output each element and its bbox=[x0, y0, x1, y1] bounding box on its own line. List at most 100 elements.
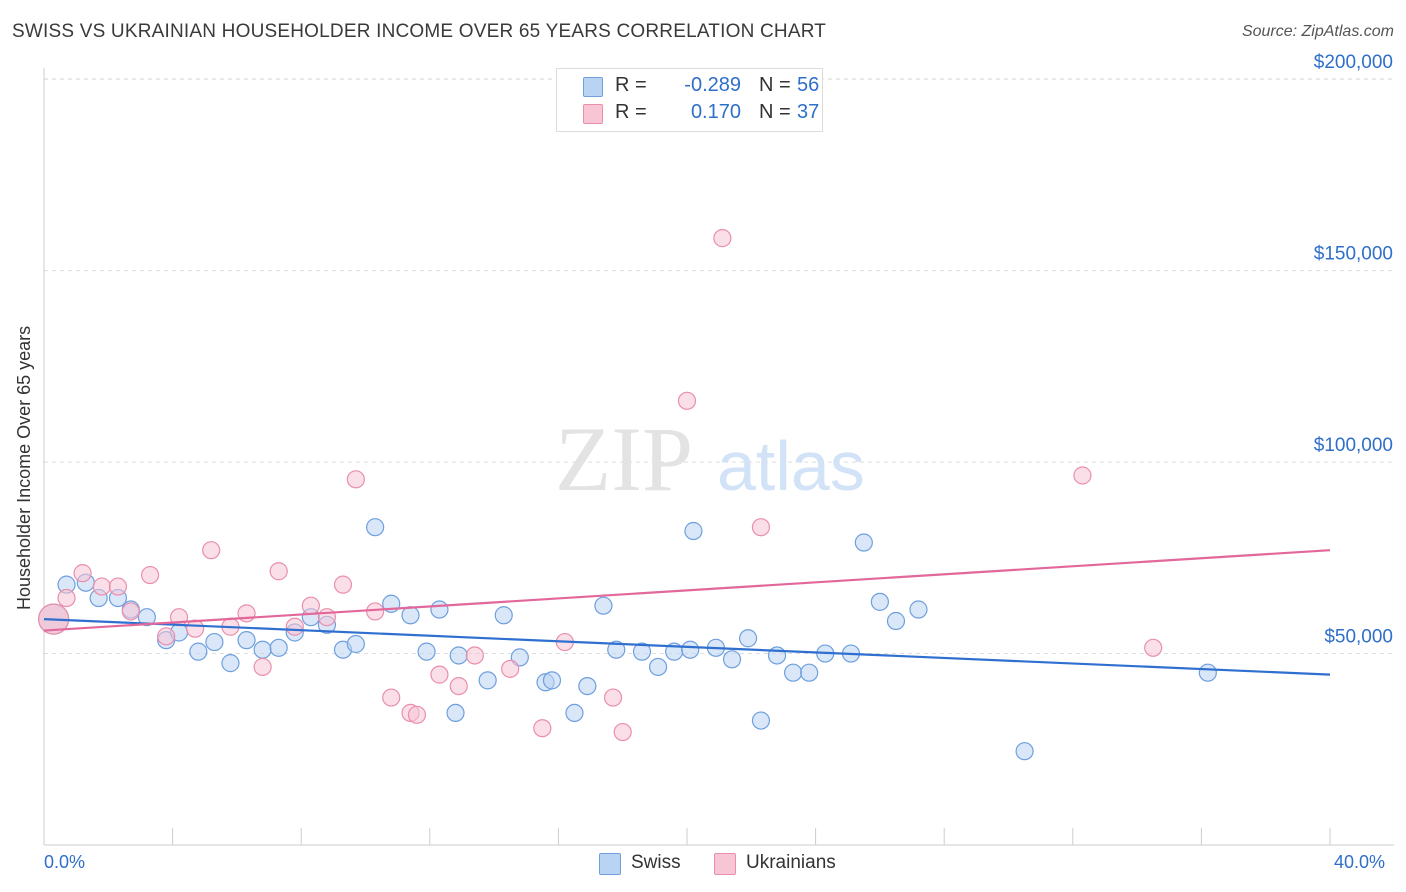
data-point bbox=[594, 596, 613, 615]
data-point bbox=[533, 719, 552, 738]
data-point bbox=[205, 632, 224, 652]
data-point bbox=[430, 665, 449, 684]
r-label: R = bbox=[615, 101, 647, 123]
data-point bbox=[909, 600, 928, 619]
data-point bbox=[1198, 663, 1217, 682]
data-point bbox=[346, 470, 365, 489]
data-point bbox=[449, 676, 468, 696]
x-axis bbox=[43, 68, 1394, 846]
data-point bbox=[542, 671, 562, 690]
data-point bbox=[1144, 638, 1163, 657]
chart-title: SWISS VS UKRAINIAN HOUSEHOLDER INCOME OV… bbox=[12, 21, 827, 42]
data-point bbox=[417, 642, 436, 661]
data-point bbox=[677, 391, 697, 410]
n-label: N = bbox=[759, 74, 791, 96]
data-point bbox=[648, 657, 668, 677]
r-label: R = bbox=[615, 74, 647, 96]
swiss-swatch bbox=[599, 853, 621, 875]
watermark: ZIP atlas bbox=[555, 408, 865, 510]
x-tick-label-min: 0.0% bbox=[44, 852, 86, 872]
data-point bbox=[407, 705, 427, 724]
data-point bbox=[108, 577, 128, 596]
series-swiss bbox=[38, 518, 1217, 761]
data-point bbox=[722, 650, 742, 669]
data-point bbox=[449, 646, 468, 665]
data-point bbox=[285, 617, 304, 636]
data-point bbox=[613, 722, 632, 742]
data-point bbox=[269, 638, 288, 657]
data-point bbox=[713, 229, 732, 248]
data-point bbox=[681, 640, 700, 659]
y-axis-label: Householder Income Over 65 years bbox=[14, 325, 34, 610]
watermark-zip: ZIP bbox=[555, 408, 693, 510]
data-point bbox=[301, 596, 320, 615]
data-point bbox=[186, 619, 205, 638]
data-point bbox=[253, 657, 272, 677]
x-tick-label-max: 40.0% bbox=[1334, 852, 1386, 872]
n-label: N = bbox=[759, 101, 791, 123]
data-point bbox=[783, 663, 803, 682]
y-tick-label: $100,000 bbox=[1314, 435, 1393, 456]
data-point bbox=[603, 688, 623, 707]
data-point bbox=[401, 606, 420, 625]
data-point bbox=[157, 627, 176, 646]
legend-label: Swiss bbox=[631, 852, 681, 873]
data-point bbox=[253, 640, 272, 659]
correlation-legend: R = -0.289 N = 56 R = 0.170 N = 37 bbox=[556, 68, 823, 132]
data-point bbox=[202, 541, 221, 560]
data-point bbox=[382, 688, 401, 707]
data-point bbox=[92, 577, 111, 596]
watermark-atlas: atlas bbox=[717, 427, 865, 505]
data-point bbox=[478, 671, 497, 690]
data-point bbox=[494, 606, 513, 625]
data-point bbox=[854, 533, 873, 552]
data-point bbox=[73, 564, 92, 583]
data-point bbox=[317, 608, 337, 627]
data-point bbox=[1073, 466, 1092, 485]
data-point bbox=[1015, 742, 1034, 761]
data-point bbox=[565, 703, 584, 722]
data-point bbox=[121, 602, 140, 621]
r-value: 0.170 bbox=[690, 101, 741, 123]
data-point bbox=[870, 592, 890, 611]
data-point bbox=[221, 654, 240, 673]
data-point bbox=[607, 640, 626, 659]
data-point bbox=[446, 703, 465, 722]
n-value: 37 bbox=[797, 101, 820, 123]
trend-lines bbox=[43, 549, 1331, 676]
source-label: Source: ZipAtlas.com bbox=[1241, 23, 1394, 40]
ukrainians-swatch bbox=[583, 104, 603, 124]
data-point bbox=[333, 575, 353, 594]
r-value: -0.289 bbox=[684, 74, 741, 96]
data-point bbox=[366, 602, 385, 621]
n-value: 56 bbox=[797, 74, 820, 96]
data-point bbox=[578, 676, 597, 696]
y-tick-label: $50,000 bbox=[1324, 627, 1393, 648]
data-point bbox=[684, 521, 703, 541]
data-point bbox=[237, 631, 256, 650]
y-tick-label: $150,000 bbox=[1314, 244, 1393, 265]
data-point bbox=[751, 711, 771, 730]
legend-label: Ukrainians bbox=[746, 852, 836, 873]
data-point bbox=[501, 659, 520, 678]
data-point bbox=[366, 518, 385, 537]
data-point bbox=[800, 663, 819, 682]
data-point bbox=[269, 562, 288, 581]
data-point bbox=[189, 642, 208, 661]
data-point bbox=[57, 588, 76, 608]
data-point bbox=[140, 565, 160, 585]
data-point bbox=[137, 608, 156, 627]
data-point bbox=[465, 646, 484, 665]
data-point bbox=[632, 642, 652, 661]
data-point bbox=[430, 600, 449, 619]
trend-line-ukrainians bbox=[43, 549, 1331, 632]
data-point bbox=[738, 629, 758, 648]
data-point bbox=[886, 611, 906, 631]
y-tick-label: $200,000 bbox=[1314, 52, 1393, 73]
swiss-swatch bbox=[583, 77, 603, 97]
ukrainians-swatch bbox=[714, 853, 736, 875]
data-point bbox=[346, 634, 365, 654]
data-point bbox=[751, 518, 771, 537]
y-tick-labels: $50,000 $100,000 $150,000 $200,000 bbox=[1314, 52, 1393, 647]
